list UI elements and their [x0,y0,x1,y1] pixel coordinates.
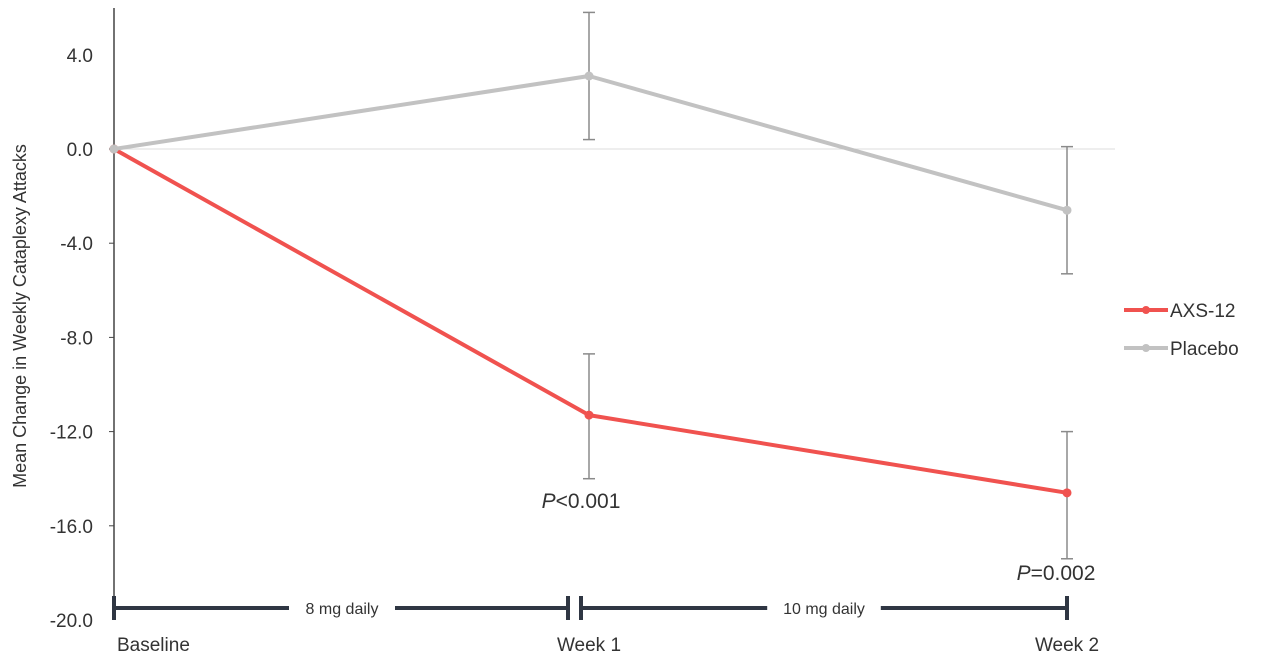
legend-label-axs-12: AXS-12 [1170,301,1235,322]
series-line-placebo [113,73,1068,213]
data-point-axs-12 [1062,488,1072,498]
data-point-placebo [584,71,594,81]
data-point-axs-12 [584,410,594,420]
y-tick-label: -16.0 [50,517,93,538]
series-line-axs-12 [113,147,1068,495]
y-tick-label: -12.0 [50,423,93,444]
y-tick-label: -20.0 [50,611,93,632]
x-tick-label: Week 1 [557,635,621,656]
p-value-annotation: P<0.001 [542,490,621,513]
legend-marker-placebo [1142,344,1150,352]
legend-marker-axs-12 [1142,306,1150,314]
dosing-period-label: 8 mg daily [306,601,379,618]
y-axis-label: Mean Change in Weekly Cataplexy Attacks [10,144,30,488]
x-tick-label: Week 2 [1035,635,1099,656]
y-tick-label: -8.0 [60,328,93,349]
legend-label-placebo: Placebo [1170,339,1239,360]
y-tick-label: 4.0 [67,46,93,67]
data-point-placebo [109,144,119,154]
p-value-annotation: P=0.002 [1017,562,1096,585]
data-point-placebo [1062,205,1072,215]
y-tick-label: 0.0 [67,140,93,161]
y-tick-label: -4.0 [60,234,93,255]
dosing-period-label: 10 mg daily [783,601,865,618]
x-tick-label: Baseline [117,635,190,656]
